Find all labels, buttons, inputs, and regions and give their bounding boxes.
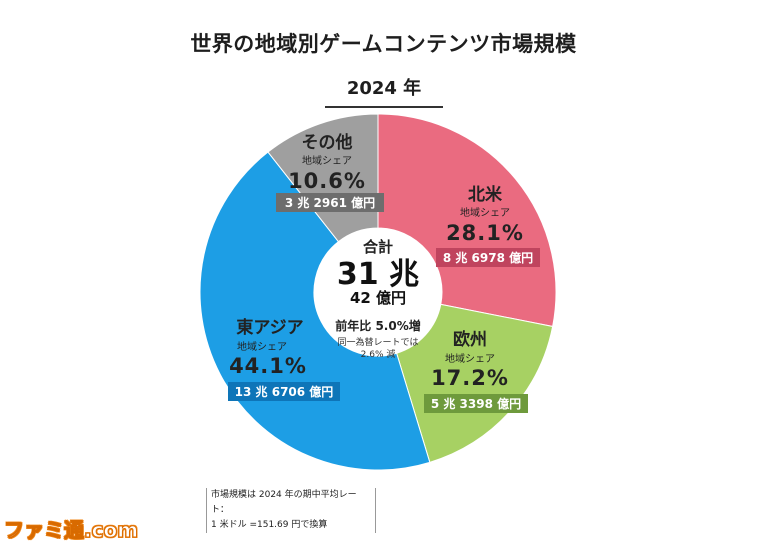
chart-title: 世界の地域別ゲームコンテンツ市場規模 [190, 32, 577, 56]
label-east-asia-amount: 13 兆 6706 億円 [235, 384, 334, 399]
footnote: 市場規模は 2024 年の期中平均レート： 1 米ドル =151.69 円で換算 [206, 488, 376, 533]
label-others-share: 10.6% [288, 169, 366, 193]
watermark-logo: ファミ通.com [3, 518, 139, 543]
label-east-asia-share: 44.1% [229, 354, 307, 378]
label-north-america-name: 北米 [468, 184, 503, 205]
amount-box-east-asia [228, 382, 340, 401]
label-europe-share-label: 地域シェア [445, 352, 495, 365]
center-note-line2: 2.6% 減 [361, 348, 396, 360]
label-others-share-label: 地域シェア [302, 154, 352, 167]
label-north-america-share: 28.1% [446, 221, 524, 245]
label-others-name: その他 [302, 132, 353, 153]
center-total-main: 31 兆 [337, 257, 419, 292]
footnote-line2: 1 米ドル =151.69 円で換算 [211, 520, 328, 530]
label-europe-share: 17.2% [431, 366, 509, 390]
center-total-sub: 42 億円 [350, 289, 406, 307]
label-north-america-amount: 8 兆 6978 億円 [443, 250, 533, 265]
label-north-america-share-label: 地域シェア [460, 206, 510, 219]
amount-box-europe [424, 394, 528, 413]
label-east-asia-name: 東アジア [236, 317, 303, 338]
slice-europe [396, 303, 554, 463]
label-others-amount: 3 兆 2961 億円 [285, 195, 375, 210]
amount-box-others [276, 193, 384, 212]
footnote-line1: 市場規模は 2024 年の期中平均レート： [211, 490, 357, 515]
slice-north-america [377, 113, 557, 328]
amount-box-north-america [436, 248, 540, 267]
center-yoy: 前年比 5.0%増 [335, 318, 420, 333]
label-east-asia-share-label: 地域シェア [237, 340, 287, 353]
label-europe-name: 欧州 [453, 329, 487, 350]
center-total-label: 合計 [362, 238, 393, 256]
label-europe-amount: 5 兆 3398 億円 [431, 396, 521, 411]
center-note-line1: 同一為替レートでは [337, 336, 418, 348]
chart-year: 2024 年 [325, 74, 443, 108]
